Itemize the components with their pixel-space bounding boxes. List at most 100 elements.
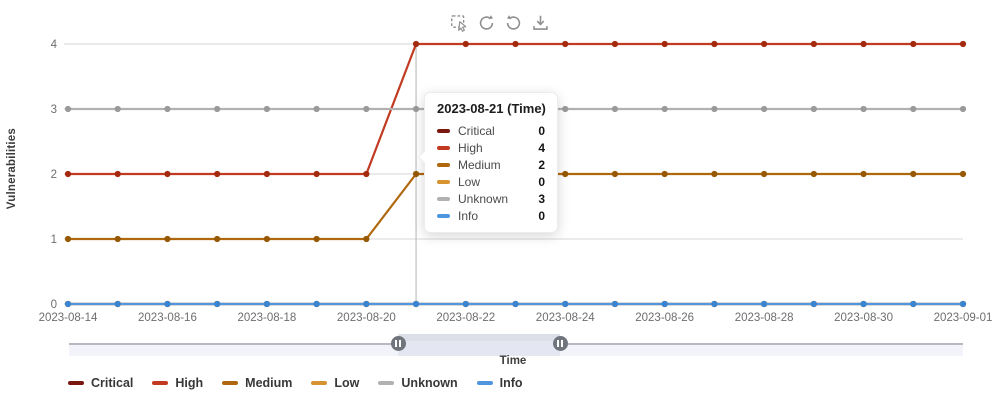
undo-rotate-ccw-icon[interactable] [476,12,496,32]
data-point-high[interactable] [462,40,469,48]
data-point-info[interactable] [214,300,221,308]
data-point-high[interactable] [661,40,668,48]
data-point-info[interactable] [860,300,867,308]
tooltip-series-label: Critical [458,123,495,138]
data-point-high[interactable] [263,170,270,178]
legend-item-medium[interactable]: Medium [222,376,292,390]
data-point-info[interactable] [611,300,619,308]
data-point-info[interactable] [711,300,718,308]
data-point-medium[interactable] [412,170,420,178]
data-point-high[interactable] [164,170,171,178]
data-point-info[interactable] [64,300,72,308]
data-point-unknown[interactable] [114,105,121,113]
data-point-high[interactable] [910,40,917,48]
data-point-medium[interactable] [263,235,270,243]
data-point-high[interactable] [611,40,619,48]
data-point-medium[interactable] [810,170,817,178]
tooltip-row-unknown: Unknown 3 [437,190,545,207]
data-point-info[interactable] [164,300,171,308]
data-point-medium[interactable] [860,170,867,178]
data-point-medium[interactable] [363,235,370,243]
data-point-info[interactable] [761,300,768,308]
data-point-unknown[interactable] [711,105,718,113]
data-point-high[interactable] [761,40,768,48]
data-point-unknown[interactable] [64,105,72,113]
data-point-info[interactable] [810,300,817,308]
data-point-high[interactable] [64,170,72,178]
data-point-info[interactable] [562,300,569,308]
data-point-high[interactable] [114,170,121,178]
data-point-unknown[interactable] [910,105,917,113]
data-point-medium[interactable] [114,235,121,243]
tooltip-row-medium: Medium 2 [437,156,545,173]
data-point-unknown[interactable] [263,105,270,113]
data-point-medium[interactable] [164,235,171,243]
data-point-medium[interactable] [711,170,718,178]
restore-rotate-cw-icon[interactable] [503,12,523,32]
data-point-medium[interactable] [313,235,320,243]
data-point-medium[interactable] [959,170,967,178]
legend-label: Unknown [401,376,458,390]
x-tick-label: 2023-08-14 [39,312,98,324]
slider-handle-left[interactable] [390,336,406,351]
legend-marker [222,380,239,386]
data-point-high[interactable] [214,170,221,178]
data-point-unknown[interactable] [860,105,867,113]
data-point-medium[interactable] [562,170,569,178]
legend-label: Info [499,376,523,390]
data-point-unknown[interactable] [562,105,569,113]
data-point-high[interactable] [959,40,967,48]
data-point-unknown[interactable] [761,105,768,113]
data-point-high[interactable] [860,40,867,48]
data-point-medium[interactable] [611,170,619,178]
data-point-info[interactable] [313,300,320,308]
data-point-info[interactable] [412,300,420,308]
data-point-high[interactable] [562,40,569,48]
data-point-info[interactable] [661,300,668,308]
legend-item-info[interactable]: Info [476,376,523,390]
data-point-medium[interactable] [64,235,72,243]
legend-item-critical[interactable]: Critical [68,376,133,390]
data-point-high[interactable] [363,170,370,178]
data-point-medium[interactable] [761,170,768,178]
chart-plot-area[interactable]: 0 1 2 3 4 2023-08-14 2023-08-16 2023-08-18 2023-… [0,0,1000,330]
data-zoom-slider [69,332,963,357]
data-point-unknown[interactable] [412,105,420,113]
legend-item-high[interactable]: High [152,376,203,390]
save-as-image-icon[interactable] [530,12,550,32]
data-point-info[interactable] [910,300,917,308]
data-point-unknown[interactable] [313,105,320,113]
data-point-unknown[interactable] [611,105,619,113]
data-point-info[interactable] [512,300,519,308]
data-point-medium[interactable] [661,170,668,178]
slider-handle-right[interactable] [552,336,568,351]
area-select-zoom-icon[interactable] [449,12,469,32]
data-point-unknown[interactable] [810,105,817,113]
data-point-high[interactable] [810,40,817,48]
data-point-unknown[interactable] [363,105,370,113]
data-point-unknown[interactable] [164,105,171,113]
data-point-high[interactable] [412,40,420,48]
tooltip-series-label: Low [458,174,481,189]
data-point-unknown[interactable] [214,105,221,113]
legend-item-low[interactable]: Low [311,376,359,390]
tooltip-row-high: High 4 [437,139,545,156]
data-point-unknown[interactable] [959,105,967,113]
data-point-high[interactable] [711,40,718,48]
data-point-info[interactable] [462,300,469,308]
data-point-info[interactable] [263,300,270,308]
data-point-unknown[interactable] [661,105,668,113]
tooltip-row-low: Low 0 [437,173,545,190]
legend-item-unknown[interactable]: Unknown [378,376,458,390]
tooltip-series-value: 2 [538,157,545,172]
data-point-high[interactable] [313,170,320,178]
data-point-info[interactable] [363,300,370,308]
data-point-medium[interactable] [214,235,221,243]
tooltip-series-marker [437,179,450,184]
data-point-info[interactable] [959,300,967,308]
slider-move-bar[interactable] [398,334,560,341]
slider-selected-window[interactable] [398,334,560,356]
data-point-medium[interactable] [910,170,917,178]
data-point-high[interactable] [512,40,519,48]
data-point-info[interactable] [114,300,121,308]
